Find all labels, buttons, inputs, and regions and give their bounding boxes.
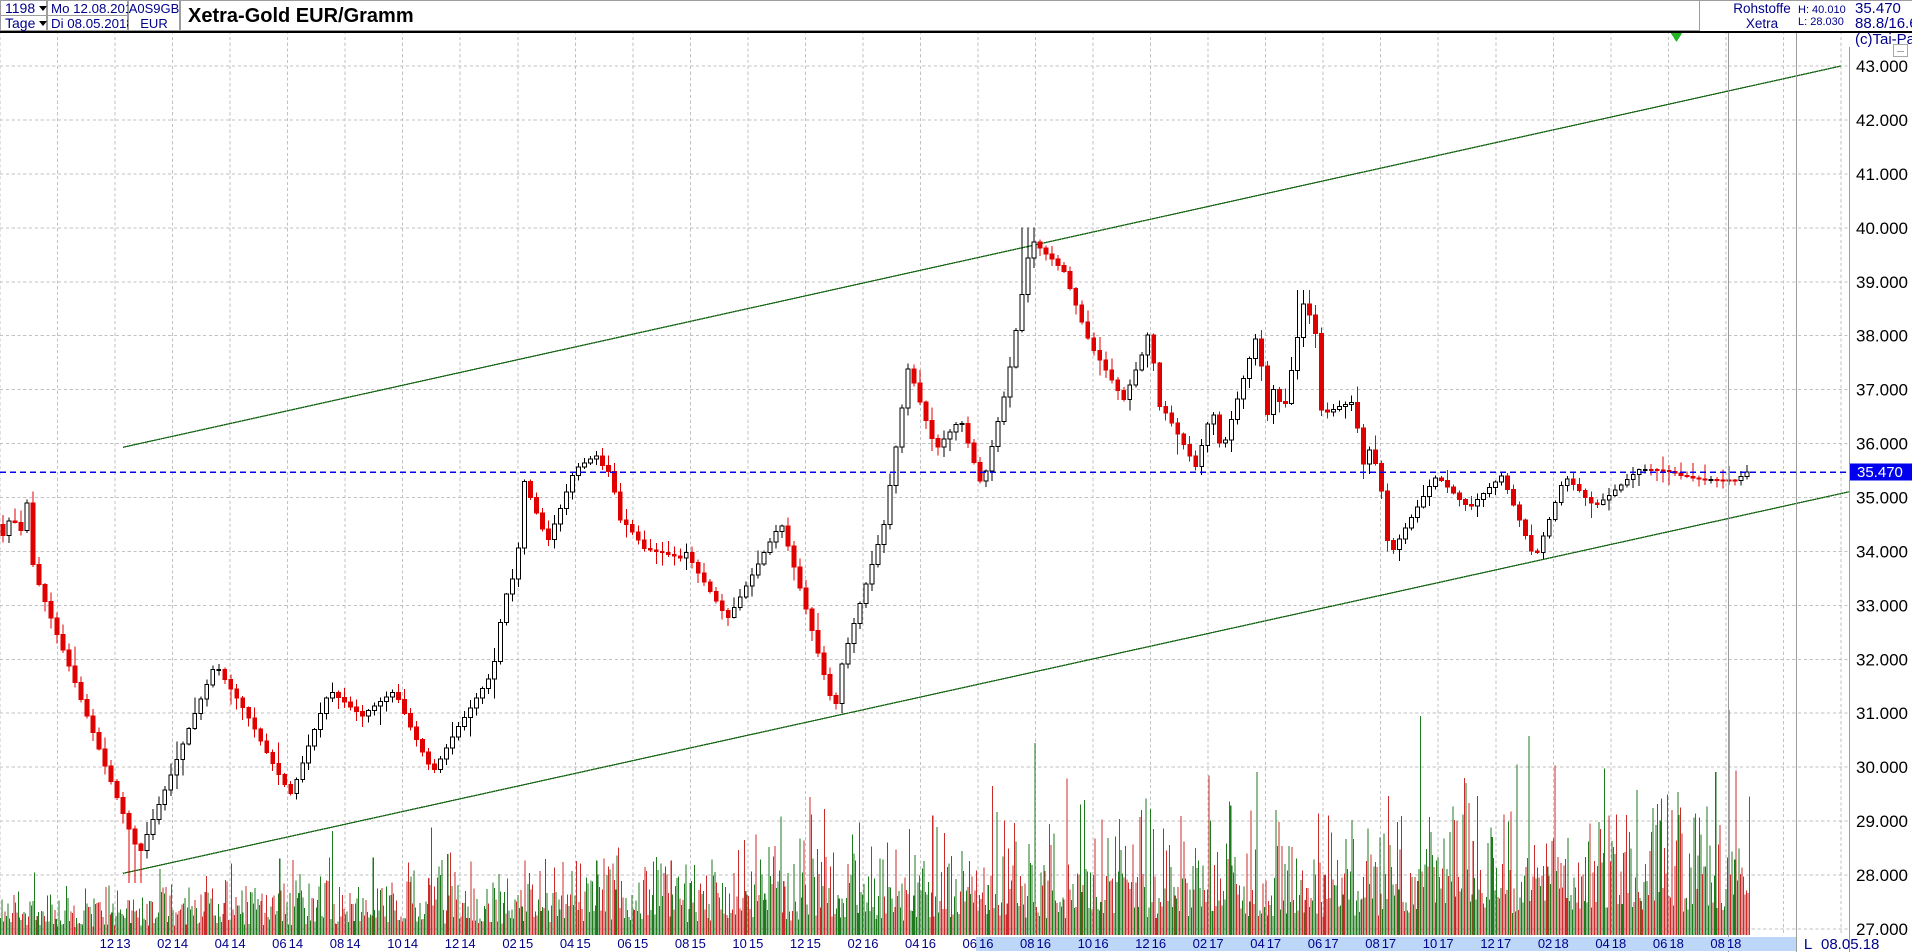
svg-text:39.000: 39.000 [1856, 273, 1908, 292]
svg-text:33.000: 33.000 [1856, 596, 1908, 615]
svg-text:36.000: 36.000 [1856, 435, 1908, 454]
svg-text:42.000: 42.000 [1856, 111, 1908, 130]
svg-text:41.000: 41.000 [1856, 165, 1908, 184]
svg-text:35.000: 35.000 [1856, 489, 1908, 508]
svg-text:38.000: 38.000 [1856, 327, 1908, 346]
svg-text:29.000: 29.000 [1856, 812, 1908, 831]
svg-text:34.000: 34.000 [1856, 542, 1908, 561]
svg-text:28.000: 28.000 [1856, 866, 1908, 885]
svg-text:32.000: 32.000 [1856, 650, 1908, 669]
svg-text:31.000: 31.000 [1856, 704, 1908, 723]
svg-text:35.470: 35.470 [1857, 464, 1903, 481]
svg-text:30.000: 30.000 [1856, 758, 1908, 777]
svg-text:43.000: 43.000 [1856, 57, 1908, 76]
svg-text:37.000: 37.000 [1856, 381, 1908, 400]
svg-text:40.000: 40.000 [1856, 219, 1908, 238]
